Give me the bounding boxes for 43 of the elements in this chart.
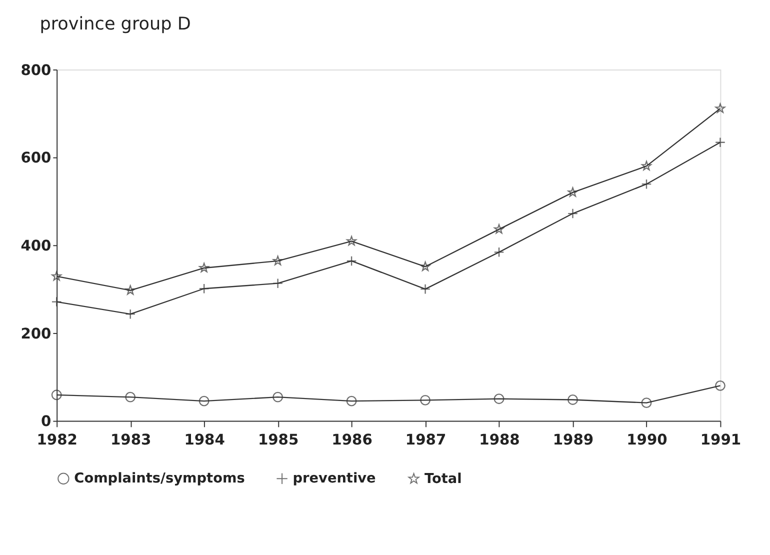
point	[641, 178, 652, 190]
x-tick-label: 1986	[332, 432, 372, 449]
x-tick-label: 1982	[36, 432, 78, 449]
x-tick-label: 1990	[626, 432, 668, 449]
point	[568, 394, 578, 405]
legend-label: Total	[424, 470, 462, 487]
point	[125, 285, 136, 295]
point	[494, 246, 504, 258]
y-tick-label: 200	[20, 325, 52, 342]
x-tick-label: 1988	[479, 432, 520, 449]
point	[346, 396, 357, 406]
y-tick-label: 0	[41, 413, 52, 430]
chart-title: province group D	[40, 14, 191, 34]
point	[346, 236, 357, 246]
point	[51, 390, 62, 400]
x-tick-label: 1987	[405, 432, 446, 449]
legend-label: Complaints/symptoms	[74, 470, 245, 487]
x-tick-label: 1991	[700, 432, 742, 449]
point	[641, 398, 652, 408]
point	[568, 187, 578, 197]
point	[125, 392, 136, 402]
point	[494, 224, 504, 234]
point	[494, 394, 504, 404]
point	[715, 103, 726, 113]
point	[715, 380, 726, 391]
x-tick-label: 1989	[552, 432, 594, 449]
legend-label: preventive	[292, 470, 376, 487]
point	[272, 256, 283, 266]
point	[346, 256, 357, 266]
y-tick-label: 600	[20, 150, 52, 167]
point	[198, 396, 210, 406]
y-tick-label: 400	[20, 238, 52, 255]
y-tick-label: 800	[20, 62, 52, 79]
x-tick-label: 1985	[258, 432, 299, 449]
point	[642, 160, 652, 170]
point	[199, 262, 210, 272]
x-tick-label: 1983	[110, 432, 152, 449]
point	[272, 392, 284, 402]
point	[420, 394, 430, 406]
point	[52, 271, 62, 281]
x-tick-label: 1984	[184, 432, 225, 449]
point	[715, 137, 726, 148]
point	[420, 261, 430, 271]
